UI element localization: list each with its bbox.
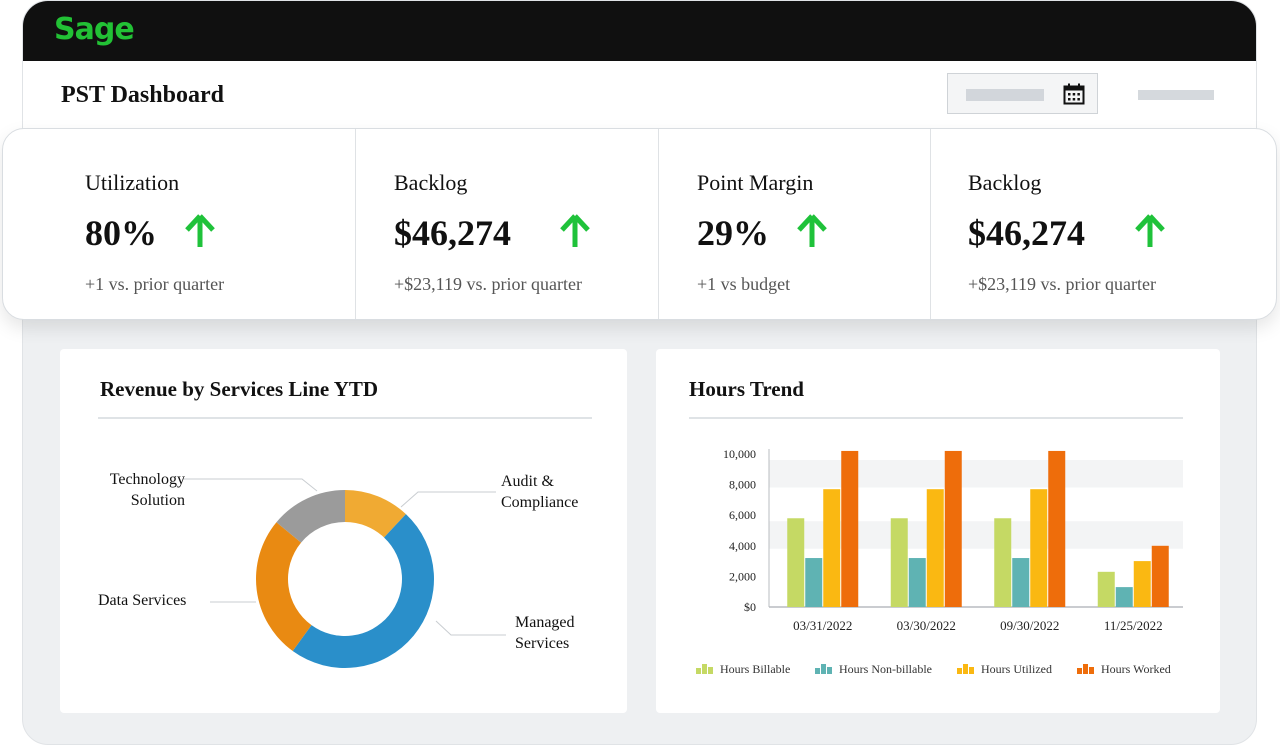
kpi-label: Backlog — [968, 170, 1042, 195]
label-audit-compliance: Audit & Compliance — [501, 471, 578, 513]
y-tick-label: $0 — [744, 600, 756, 614]
grid-band — [769, 460, 1183, 488]
date-picker[interactable] — [947, 73, 1098, 114]
kpi-divider — [930, 129, 931, 319]
bar-hours-worked[interactable] — [1048, 450, 1066, 607]
label-technology-solution: Technology Solution — [95, 469, 185, 511]
kpi-note: +1 vs budget — [697, 274, 791, 294]
kpi-note: +1 vs. prior quarter — [85, 274, 225, 294]
page-title: PST Dashboard — [61, 82, 224, 108]
kpi-backlog-2[interactable]: Backlog $46,274 +$23,119 vs. prior quart… — [930, 129, 1276, 319]
kpi-card: Utilization 80% +1 vs. prior quarter Bac… — [2, 128, 1277, 320]
label-line: Managed — [515, 614, 575, 631]
y-tick-label: 4,000 — [729, 539, 756, 553]
kpi-note: +$23,119 vs. prior quarter — [968, 274, 1156, 294]
revenue-panel-title: Revenue by Services Line YTD — [100, 377, 379, 401]
sage-logo[interactable]: Sage — [54, 12, 135, 47]
x-tick-label: 03/31/2022 — [793, 618, 852, 633]
trend-up-icon — [1135, 214, 1165, 247]
bar-hours-non-billable[interactable] — [1115, 587, 1133, 607]
kpi-utilization[interactable]: Utilization 80% +1 vs. prior quarter — [3, 129, 355, 319]
dashboard-window: Sage PST Dashboard Revenue by Services L… — [22, 0, 1257, 745]
bar-hours-billable[interactable] — [994, 518, 1012, 607]
trend-up-icon — [797, 214, 827, 247]
label-line: Audit & — [501, 473, 554, 490]
legend-swatch-icon — [1077, 664, 1094, 674]
legend-swatch-icon — [957, 664, 974, 674]
legend-label: Hours Worked — [1101, 662, 1171, 676]
date-placeholder — [966, 89, 1044, 101]
kpi-label: Utilization — [85, 170, 180, 195]
y-tick-label: 8,000 — [729, 478, 756, 492]
y-tick-label: 2,000 — [729, 569, 756, 583]
kpi-value: 29% — [697, 213, 769, 253]
y-tick-label: 10,000 — [723, 447, 756, 461]
kpi-label: Backlog — [394, 170, 468, 195]
bar-hours-worked[interactable] — [1151, 545, 1169, 607]
label-line: Solution — [130, 492, 185, 509]
x-tick-label: 09/30/2022 — [1000, 618, 1059, 633]
hours-panel: Hours Trend $0 2,000 4,000 6,000 8,000 10,000… — [656, 349, 1220, 713]
bar-hours-non-billable[interactable] — [805, 558, 823, 607]
donut-slice-audit-compliance[interactable] — [345, 490, 406, 538]
y-tick-label: 6,000 — [729, 508, 756, 522]
label-line: Compliance — [501, 494, 579, 511]
bar-hours-utilized[interactable] — [926, 489, 944, 607]
bar-hours-non-billable[interactable] — [908, 558, 926, 607]
bar-hours-non-billable[interactable] — [1012, 558, 1030, 607]
kpi-divider — [658, 129, 659, 319]
legend-swatch-icon — [696, 664, 713, 674]
kpi-value: $46,274 — [394, 213, 511, 253]
legend-label: Hours Billable — [720, 662, 791, 676]
page-header: PST Dashboard — [23, 61, 1256, 129]
kpi-point-margin[interactable]: Point Margin 29% +1 vs budget — [658, 129, 930, 319]
revenue-donut-chart — [183, 478, 506, 668]
revenue-panel: Revenue by Services Line YTD Technology … — [60, 349, 627, 713]
legend-label: Hours Utilized — [981, 662, 1052, 676]
trend-up-icon — [185, 214, 215, 247]
bar-hours-worked[interactable] — [944, 450, 962, 607]
label-line: Technology — [109, 471, 185, 488]
kpi-value: 80% — [85, 213, 157, 253]
donut-slice-managed-services[interactable] — [292, 514, 434, 668]
bar-hours-billable[interactable] — [787, 518, 805, 607]
bar-hours-billable[interactable] — [1097, 571, 1115, 607]
kpi-backlog[interactable]: Backlog $46,274 +$23,119 vs. prior quart… — [355, 129, 658, 319]
legend-swatch-icon — [815, 664, 832, 674]
kpi-value: $46,274 — [968, 213, 1085, 253]
header-placeholder — [1138, 90, 1214, 100]
bar-hours-utilized[interactable] — [823, 489, 841, 607]
x-tick-label: 03/30/2022 — [897, 618, 956, 633]
hours-trend-chart: $0 2,000 4,000 6,000 8,000 10,000 03/31/2022 03… — [723, 447, 1183, 633]
kpi-note: +$23,119 vs. prior quarter — [394, 274, 582, 294]
legend-label: Hours Non-billable — [839, 662, 932, 676]
label-line: Services — [515, 635, 570, 652]
kpi-label: Point Margin — [697, 170, 814, 195]
donut-slice-data-services[interactable] — [256, 522, 312, 652]
kpi-divider — [355, 129, 356, 319]
calendar-icon[interactable] — [1063, 83, 1085, 105]
label-data-services: Data Services — [98, 592, 187, 609]
bar-hours-billable[interactable] — [890, 518, 908, 607]
top-bar: Sage — [23, 1, 1256, 61]
bar-hours-utilized[interactable] — [1133, 561, 1151, 607]
divider — [689, 417, 1183, 419]
donut-slice-technology-solution[interactable] — [276, 490, 345, 543]
divider — [98, 417, 592, 419]
x-tick-label: 11/25/2022 — [1104, 618, 1163, 633]
trend-up-icon — [560, 214, 590, 247]
label-managed-services: Managed Services — [515, 612, 575, 654]
hours-panel-title: Hours Trend — [689, 377, 804, 401]
bar-hours-utilized[interactable] — [1030, 489, 1048, 607]
bar-hours-worked[interactable] — [841, 450, 859, 607]
